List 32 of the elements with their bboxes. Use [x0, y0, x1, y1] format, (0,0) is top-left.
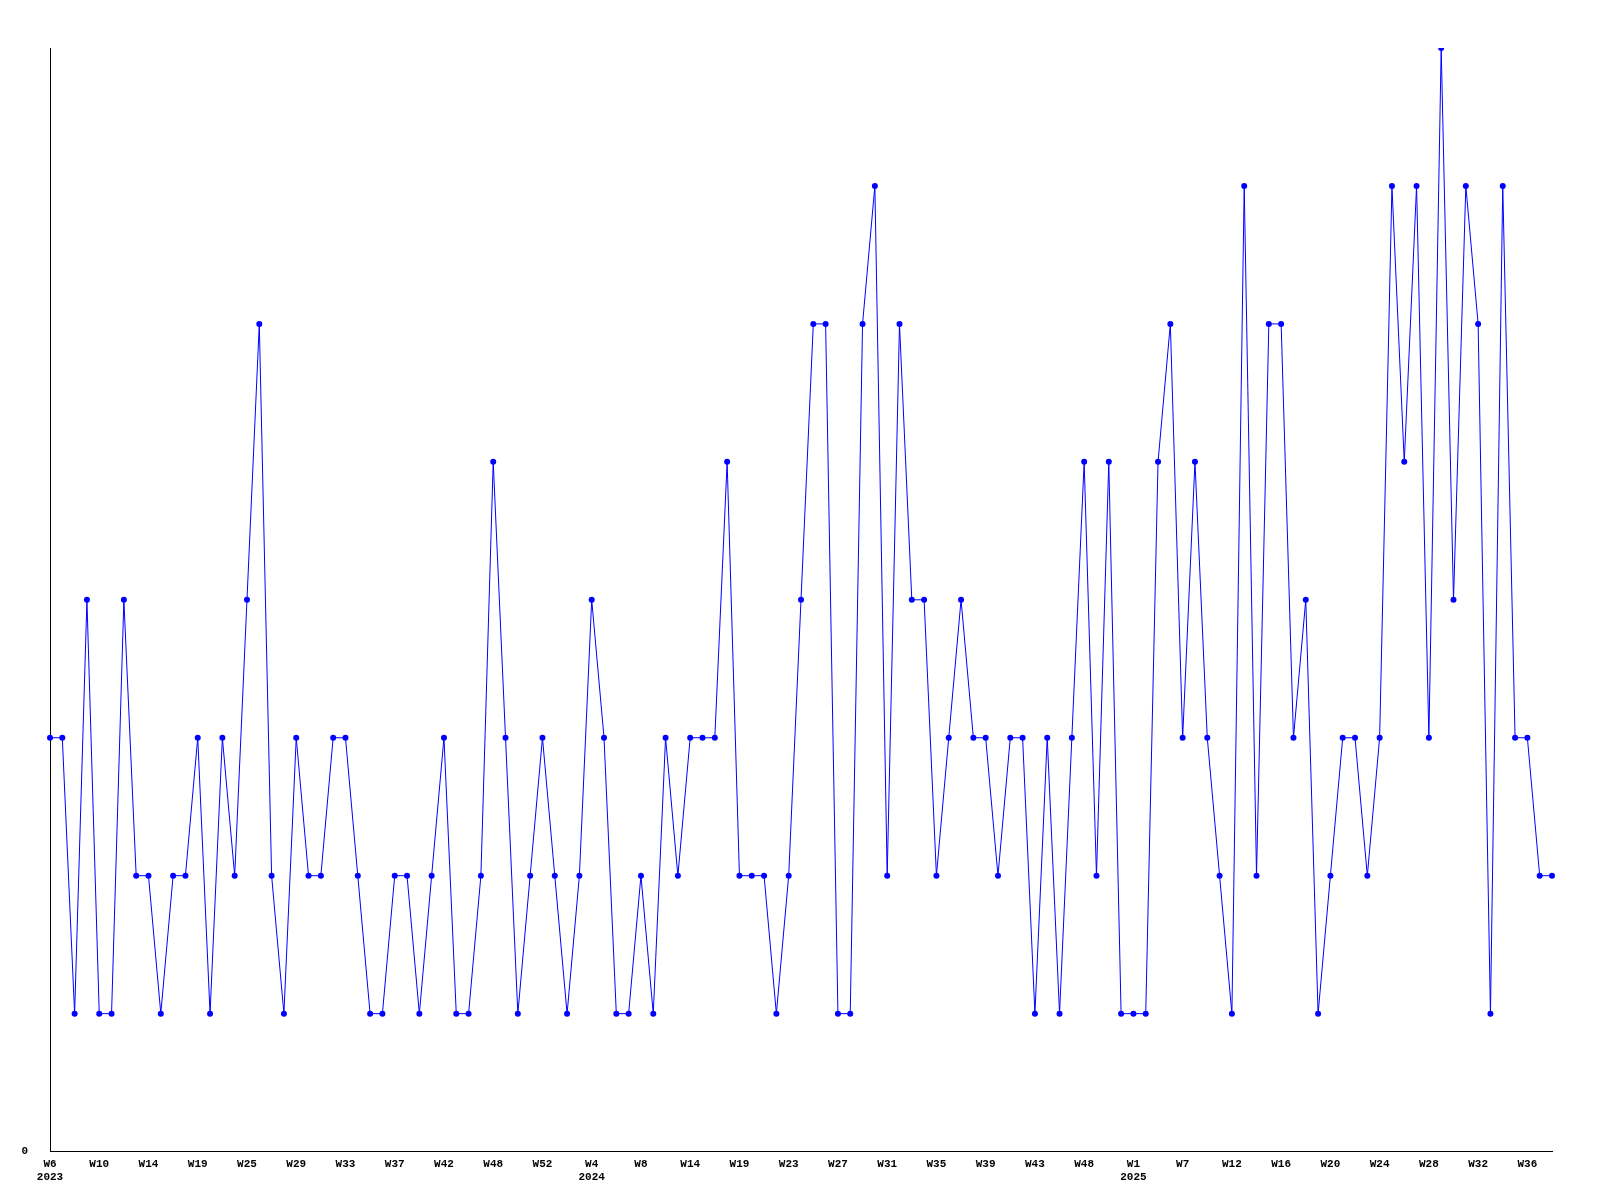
x-tick-label: W27 — [828, 1157, 848, 1170]
x-tick-label: W28 — [1418, 1157, 1440, 1170]
x-tick-label: W10 — [89, 1157, 110, 1170]
x-tick-label: W33 — [335, 1157, 356, 1170]
x-tick-label: W25 — [237, 1157, 258, 1170]
x-tick-label: W23 — [778, 1157, 799, 1170]
x-tick-label: W14 — [680, 1157, 701, 1170]
x-tick-label: W24 — [1369, 1157, 1390, 1170]
x-tick-label: W8 — [634, 1157, 648, 1170]
x-tick-label: W37 — [384, 1157, 405, 1170]
x-tick-label: W19 — [729, 1157, 750, 1170]
x-tick-label: W14 — [138, 1157, 159, 1170]
x-tick-label: W31 — [877, 1157, 898, 1170]
x-tick-label: W29 — [286, 1157, 307, 1170]
x-tick-label: W12 — [1222, 1157, 1242, 1170]
x-tick-label: W16 — [1271, 1157, 1292, 1170]
x-tick-label: W1 2025 — [1120, 1157, 1148, 1184]
x-tick-label: W7 — [1176, 1157, 1190, 1170]
x-tick-label: W20 — [1320, 1157, 1341, 1170]
x-tick-label: W35 — [926, 1157, 947, 1170]
x-tick-label: W36 — [1517, 1157, 1538, 1170]
x-tick-label: W32 — [1468, 1157, 1489, 1170]
x-tick-label: W48 — [1074, 1157, 1095, 1170]
x-tick-label: W43 — [1025, 1157, 1046, 1170]
x-tick-label: W52 — [532, 1157, 553, 1170]
x-tick-label: W6 2023 — [36, 1157, 64, 1184]
x-tick-label: W42 — [434, 1157, 454, 1170]
x-tick-label: W4 2024 — [578, 1157, 606, 1184]
x-tick-label: W19 — [187, 1157, 208, 1170]
x-tick-label: W39 — [975, 1157, 996, 1170]
x-tick-label: W48 — [483, 1157, 504, 1170]
text: 0 — [21, 1145, 28, 1158]
